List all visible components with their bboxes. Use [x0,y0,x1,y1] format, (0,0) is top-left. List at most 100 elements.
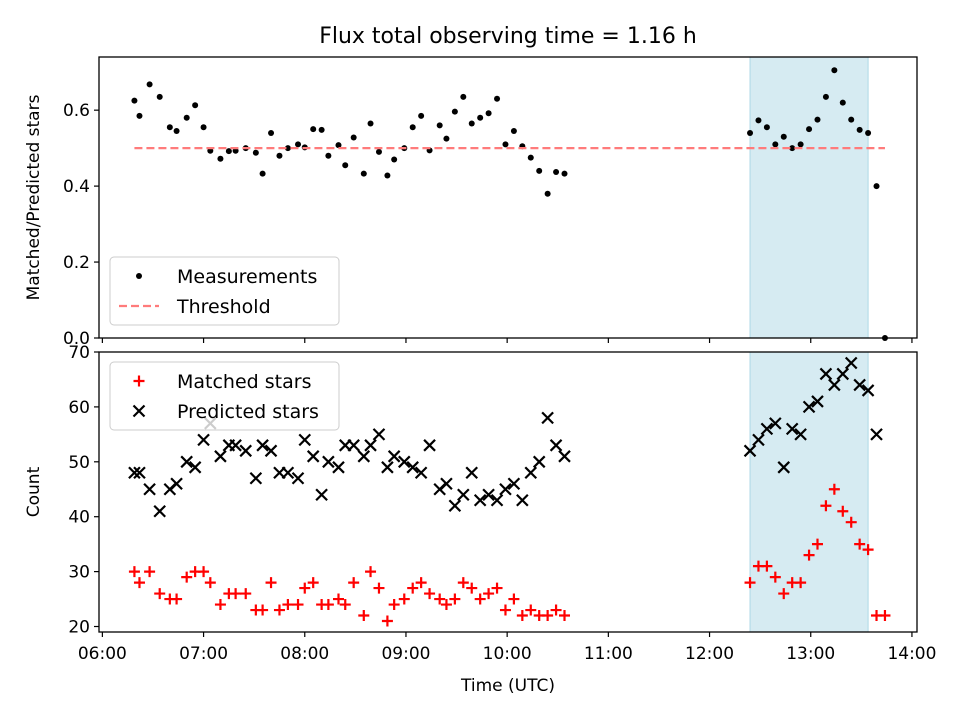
measurement-point [295,141,302,148]
y-tick-label: 0.0 [63,329,90,349]
count-y-axis-label: Count [24,466,44,517]
x-tick-label: 08:00 [280,644,329,664]
legend-label: Matched stars [177,371,311,393]
measurement-point [451,108,458,115]
predicted-stars-point [197,433,210,447]
matched-stars-point [214,599,226,611]
matched-stars-point [133,577,145,589]
predicted-stars-point [541,411,554,425]
matched-stars-point [332,593,344,605]
predicted-stars-point [532,455,546,469]
ratio-series [131,67,888,341]
y-tick-label: 20 [68,618,90,638]
predicted-stars-point [229,439,242,452]
predicted-stars-point [516,493,529,507]
y-tick-label: 0.4 [63,177,90,197]
predicted-stars-point [549,439,563,452]
matched-stars-point [257,604,269,616]
measurement-point [873,183,880,190]
predicted-stars-point [381,461,394,474]
measurement-point [409,124,416,131]
y-tick-label: 0.2 [63,253,90,273]
matched-stars-point [516,610,528,622]
matched-stars-point [299,582,311,594]
matched-stars-point [795,577,807,589]
measurement-point [553,169,560,176]
matched-stars-point [204,577,216,589]
predicted-stars-point [760,422,774,436]
count-series [128,356,891,627]
legend-measurements-swatch [136,273,142,279]
measurement-point [789,145,796,152]
matched-stars-point [761,560,773,572]
measurement-point [136,112,143,119]
predicted-stars-point [291,471,305,485]
legend-label: Threshold [176,296,271,318]
predicted-stars-point [499,482,512,496]
measurement-point [561,170,568,177]
x-tick-label: 13:00 [786,644,835,664]
y-tick-label: 30 [68,563,90,583]
measurement-point [443,135,450,142]
measurement-point [183,114,190,121]
matched-stars-point [440,599,452,611]
matched-stars-point [381,615,393,627]
matched-stars-point [128,566,140,578]
predicted-stars-point [332,461,345,474]
predicted-stars-point [298,433,312,447]
measurement-point [318,126,325,133]
predicted-stars-point [414,466,428,480]
y-tick-label: 40 [68,508,90,528]
predicted-stars-point [322,455,335,469]
measurement-point [477,114,484,121]
x-tick-label: 06:00 [78,644,127,664]
matched-stars-point [862,544,874,556]
matched-stars-point [282,599,294,611]
measurement-point [822,93,829,100]
x-axis-label: Time (UTC) [460,676,555,696]
legend-label: Measurements [177,266,317,288]
predicted-stars-point [256,439,269,452]
x-tick-label: 12:00 [685,644,734,664]
matched-stars-point [744,577,756,589]
matched-stars-point [240,588,252,600]
matched-stars-point [407,582,419,594]
measurement-point [468,120,475,127]
matched-stars-point [265,577,277,589]
matched-stars-point [828,483,840,495]
matched-stars-point [388,599,400,611]
matched-stars-point [769,571,781,583]
measurement-point [342,162,349,169]
predicted-stars-point [264,444,278,458]
measurement-point [544,190,551,197]
predicted-stars-point [188,461,202,474]
matched-stars-point [483,588,495,600]
measurement-point [418,112,425,119]
measurement-point [460,93,467,100]
figure-title: Flux total observing time = 1.16 h [319,24,697,49]
matched-stars-point [154,588,166,600]
x-tick-label: 09:00 [381,644,430,664]
measurement-point [173,128,180,135]
y-tick-label: 50 [68,453,90,473]
measurement-point [494,95,501,102]
matched-stars-point [339,599,351,611]
ratio-y-axis-label: Matched/Predicted stars [24,94,44,300]
predicted-stars-point [306,450,320,463]
measurement-point [276,152,283,159]
x-tick-label: 14:00 [887,644,936,664]
matched-stars-point [181,571,193,583]
legend-matched-swatch [133,375,145,387]
predicted-stars-point [214,450,227,463]
predicted-stars-point [457,488,470,502]
count-axes-frame [98,351,918,633]
matched-stars-point [373,582,385,594]
count-highlight-span [749,351,869,633]
measurement-point [510,128,517,135]
x-tick-label: 10:00 [483,644,532,664]
measurement-point [384,172,391,179]
measurement-point [252,149,259,156]
predicted-stars-point [128,466,141,480]
measurement-point [131,97,138,104]
